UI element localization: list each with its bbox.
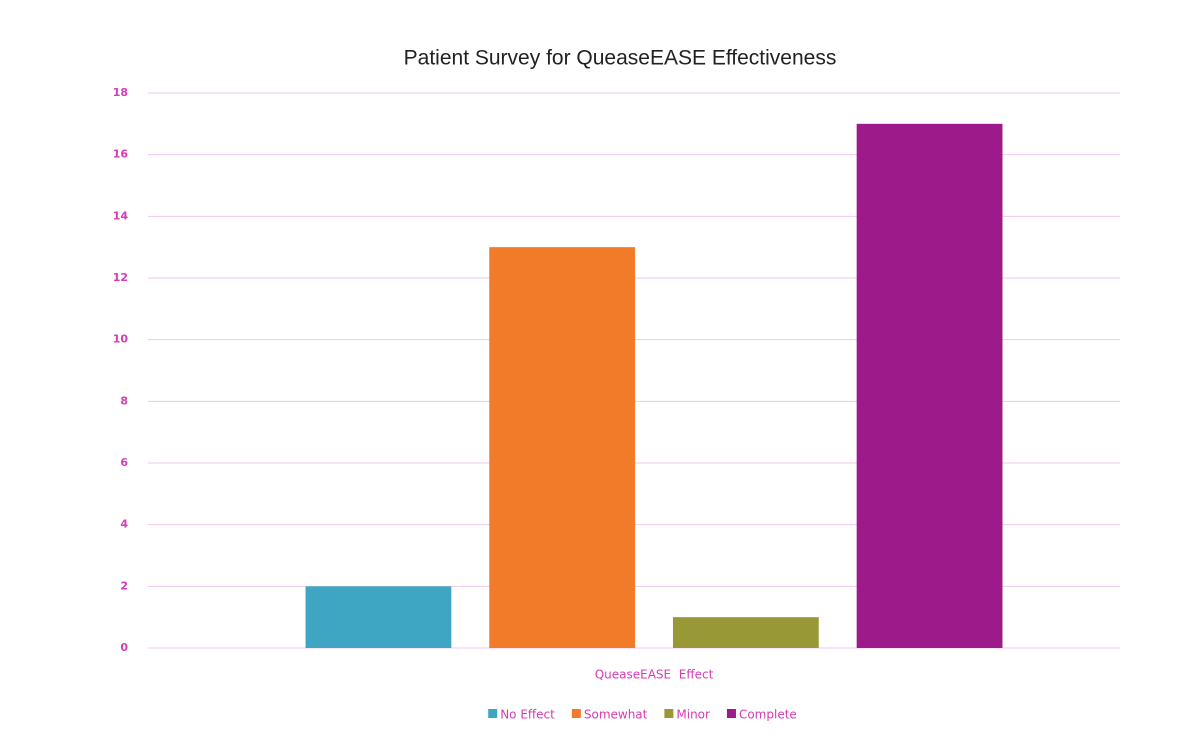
legend-label: Somewhat [584, 708, 648, 722]
legend-swatch [664, 709, 674, 718]
legend-label: Complete [739, 708, 797, 722]
legend-swatch [488, 709, 498, 718]
y-tick-label: 4 [120, 518, 128, 531]
bar [305, 586, 452, 648]
y-tick-label: 2 [120, 579, 128, 592]
chart-title: Patient Survey for QueaseEASE Effectiven… [404, 47, 837, 70]
legend-swatch [726, 709, 736, 718]
bar [489, 247, 636, 648]
x-tick-label: QueaseEASE Effect [595, 668, 714, 682]
y-tick-label: 10 [113, 333, 129, 346]
y-tick-label: 12 [113, 271, 128, 284]
y-tick-label: 8 [120, 394, 128, 407]
y-tick-label: 16 [113, 148, 129, 161]
y-tick-label: 6 [120, 456, 128, 469]
y-tick-label: 0 [120, 641, 128, 654]
y-tick-label: 14 [113, 209, 129, 222]
legend-label: No Effect [500, 708, 555, 722]
y-tick-label: 18 [113, 86, 128, 99]
bar [856, 123, 1003, 649]
legend-swatch [571, 709, 581, 718]
legend-label: Minor [676, 708, 710, 722]
bar [672, 617, 819, 648]
